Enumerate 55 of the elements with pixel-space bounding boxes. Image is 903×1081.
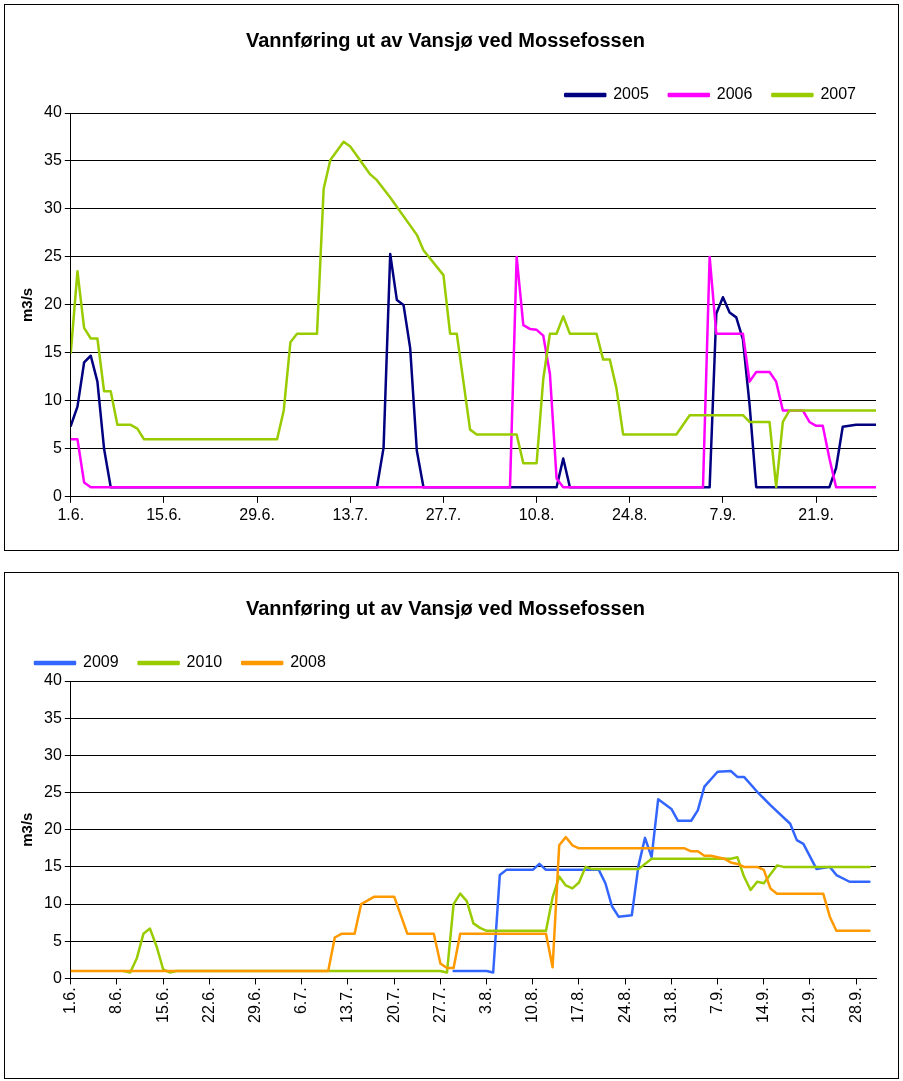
- y-tick-label: 25: [44, 782, 62, 800]
- chart-title: Vannføring ut av Vansjø ved Mossefossen: [246, 28, 645, 51]
- x-tick-label: 28.9.: [846, 987, 864, 1024]
- x-tick-label: 1.6.: [57, 505, 85, 523]
- x-tick-label: 13.7.: [338, 987, 356, 1024]
- x-tick-label: 8.6.: [107, 987, 125, 1015]
- x-tick-label: 15.6.: [146, 505, 182, 523]
- x-tick-label: 15.6.: [153, 987, 171, 1024]
- legend-label: 2010: [186, 653, 223, 671]
- x-tick-label: 29.6.: [246, 987, 263, 1024]
- legend-label: 2005: [613, 85, 649, 103]
- y-tick-label: 30: [44, 745, 62, 763]
- y-axis-title: m3/s: [18, 287, 36, 322]
- x-tick-label: 27.7.: [425, 505, 462, 523]
- x-tick-label: 13.7.: [332, 505, 369, 523]
- y-tick-label: 20: [44, 295, 62, 313]
- x-tick-label: 7.9.: [709, 505, 737, 523]
- x-tick-label: 6.7.: [292, 987, 310, 1015]
- x-tick-label: 24.8.: [611, 505, 648, 523]
- legend-label: 2008: [290, 653, 326, 671]
- x-tick-label: 20.7.: [384, 987, 402, 1024]
- legend-label: 2009: [83, 653, 119, 671]
- y-tick-label: 15: [44, 343, 62, 361]
- x-tick-label: 24.8.: [615, 987, 633, 1024]
- x-tick-label: 22.6.: [199, 987, 217, 1024]
- y-tick-label: 0: [52, 968, 62, 986]
- y-tick-label: 0: [52, 487, 62, 505]
- x-tick-label: 21.9.: [798, 505, 834, 523]
- y-tick-label: 25: [44, 247, 62, 265]
- y-tick-label: 20: [44, 820, 62, 838]
- x-tick-label: 10.8.: [518, 505, 555, 523]
- legend-label: 2007: [820, 85, 857, 103]
- y-tick-label: 40: [44, 103, 62, 121]
- x-tick-label: 14.9.: [754, 987, 772, 1024]
- x-tick-label: 1.6.: [61, 987, 79, 1015]
- y-tick-label: 5: [52, 931, 62, 949]
- x-tick-label: 27.7.: [430, 987, 448, 1024]
- legend-label: 2006: [716, 85, 753, 103]
- chart-title: Vannføring ut av Vansjø ved Mossefossen: [246, 596, 645, 619]
- y-tick-label: 40: [44, 671, 62, 689]
- x-tick-label: 3.8.: [477, 987, 494, 1015]
- x-tick-label: 17.8.: [569, 987, 587, 1024]
- x-tick-label: 7.9.: [708, 987, 726, 1015]
- y-tick-label: 35: [44, 708, 62, 726]
- y-tick-label: 5: [52, 439, 62, 457]
- x-tick-label: 21.9.: [800, 987, 818, 1024]
- y-tick-label: 15: [44, 857, 62, 875]
- y-tick-label: 10: [44, 894, 62, 912]
- y-tick-label: 10: [44, 391, 62, 409]
- x-tick-label: 29.6.: [239, 505, 275, 523]
- y-tick-label: 30: [44, 199, 62, 217]
- y-tick-label: 35: [44, 151, 62, 169]
- y-axis-title: m3/s: [18, 812, 36, 847]
- x-tick-label: 10.8.: [523, 987, 541, 1024]
- x-tick-label: 31.8.: [661, 987, 679, 1024]
